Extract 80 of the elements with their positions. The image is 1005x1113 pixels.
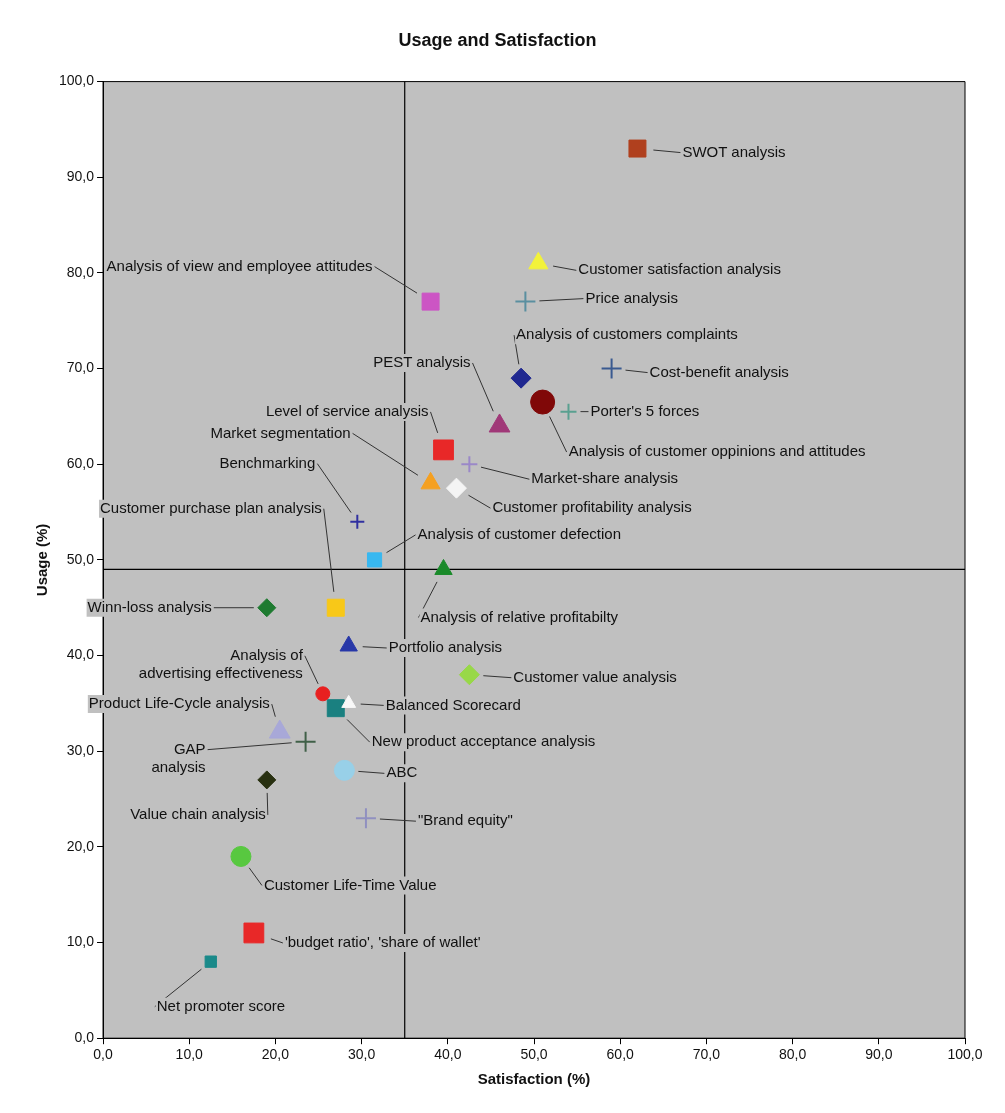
- point: [600, 357, 623, 380]
- point: [257, 770, 277, 790]
- point: [366, 552, 383, 568]
- y-tick-label: 20,0: [66, 837, 95, 854]
- point: [243, 922, 265, 944]
- point: [460, 455, 479, 474]
- point: [433, 439, 454, 461]
- point: [559, 402, 578, 421]
- text: Customer purchase plan analysis: [99, 498, 322, 516]
- series-label: Level of service analysis: [265, 402, 429, 420]
- text: New product acceptance analysis: [371, 732, 596, 750]
- y-tick-label: 90,0: [66, 168, 95, 185]
- series-label: Cost-benefit analysis: [649, 362, 789, 380]
- series-label: Customer Life-Time Value: [263, 875, 437, 893]
- y-tick-label: 30,0: [66, 742, 95, 759]
- y-tick-label: 70,0: [66, 359, 95, 376]
- point: [204, 955, 217, 968]
- x-tick-label: 40,0: [434, 1046, 462, 1063]
- text: GAP analysis: [151, 739, 206, 775]
- x-tick-label: 50,0: [520, 1046, 548, 1063]
- text: Market-share analysis: [531, 469, 679, 487]
- series-label: Porter's 5 forces: [590, 401, 700, 419]
- x-tick-label: 100,0: [947, 1046, 983, 1063]
- point: [514, 290, 537, 313]
- point: [510, 367, 532, 389]
- x-tick-label: 30,0: [348, 1046, 376, 1063]
- text: Portfolio analysis: [388, 638, 503, 656]
- text: Winn-loss analysis: [87, 597, 212, 615]
- text: Balanced Scorecard: [385, 695, 521, 713]
- point: [354, 807, 377, 830]
- x-axis-title: Satisfaction (%): [477, 1070, 591, 1088]
- y-tick-label: 100,0: [58, 72, 95, 89]
- series-label: Analysis of advertising effectiveness: [138, 645, 304, 681]
- text: Benchmarking: [219, 453, 316, 471]
- text: Customer satisfaction analysis: [578, 260, 781, 278]
- point: [326, 699, 345, 718]
- point: [458, 664, 480, 686]
- series-label: Value chain analysis: [130, 805, 266, 823]
- text: Net promoter score: [156, 996, 286, 1014]
- point: [349, 513, 366, 530]
- text: Market segmentation: [210, 423, 351, 441]
- text: Customer value analysis: [513, 667, 677, 685]
- series-label: 'budget ratio', 'share of wallet': [284, 933, 481, 951]
- text: Analysis of customer defection: [417, 525, 621, 543]
- y-tick-label: 50,0: [66, 550, 95, 567]
- text: Analysis of view and employee attitudes: [106, 256, 373, 274]
- point: [230, 845, 252, 867]
- y-tick-label: 60,0: [66, 455, 95, 472]
- y-axis-title: Usage (%): [33, 523, 51, 597]
- x-tick-label: 90,0: [865, 1046, 893, 1063]
- chart-title: Usage and Satisfaction: [398, 29, 597, 50]
- y-tick-label: 10,0: [66, 933, 95, 950]
- y-tick-label: 40,0: [66, 646, 95, 663]
- point: [628, 139, 647, 158]
- text: Analysis of relative profitabilty: [420, 607, 619, 625]
- x-tick-label: 70,0: [692, 1046, 721, 1063]
- text: SWOT analysis: [682, 142, 786, 160]
- text: Price analysis: [585, 288, 678, 306]
- series-label: Customer profitability analysis: [492, 498, 692, 516]
- point: [445, 477, 467, 499]
- point: [326, 598, 345, 617]
- text: PEST analysis: [373, 353, 471, 371]
- x-tick-label: 0,0: [93, 1046, 113, 1063]
- x-tick-label: 10,0: [175, 1046, 204, 1063]
- point: [530, 389, 556, 415]
- point: [294, 730, 317, 753]
- y-tick-label: 0,0: [74, 1029, 95, 1046]
- series-label: Analysis of customers complaints: [516, 325, 738, 343]
- text: "Brand equity": [417, 811, 513, 829]
- point: [315, 686, 331, 702]
- y-tick-label: 80,0: [66, 263, 95, 280]
- text: Analysis of customer oppinions and attitudes: [568, 442, 866, 460]
- point: [257, 598, 277, 618]
- x-tick-label: 20,0: [261, 1046, 290, 1063]
- point: [421, 292, 440, 311]
- x-tick-label: 60,0: [606, 1046, 635, 1063]
- text: ABC: [386, 763, 418, 781]
- series-label: Product Life-Cycle analysis: [88, 694, 270, 712]
- point: [333, 759, 355, 781]
- x-tick-label: 80,0: [778, 1046, 807, 1063]
